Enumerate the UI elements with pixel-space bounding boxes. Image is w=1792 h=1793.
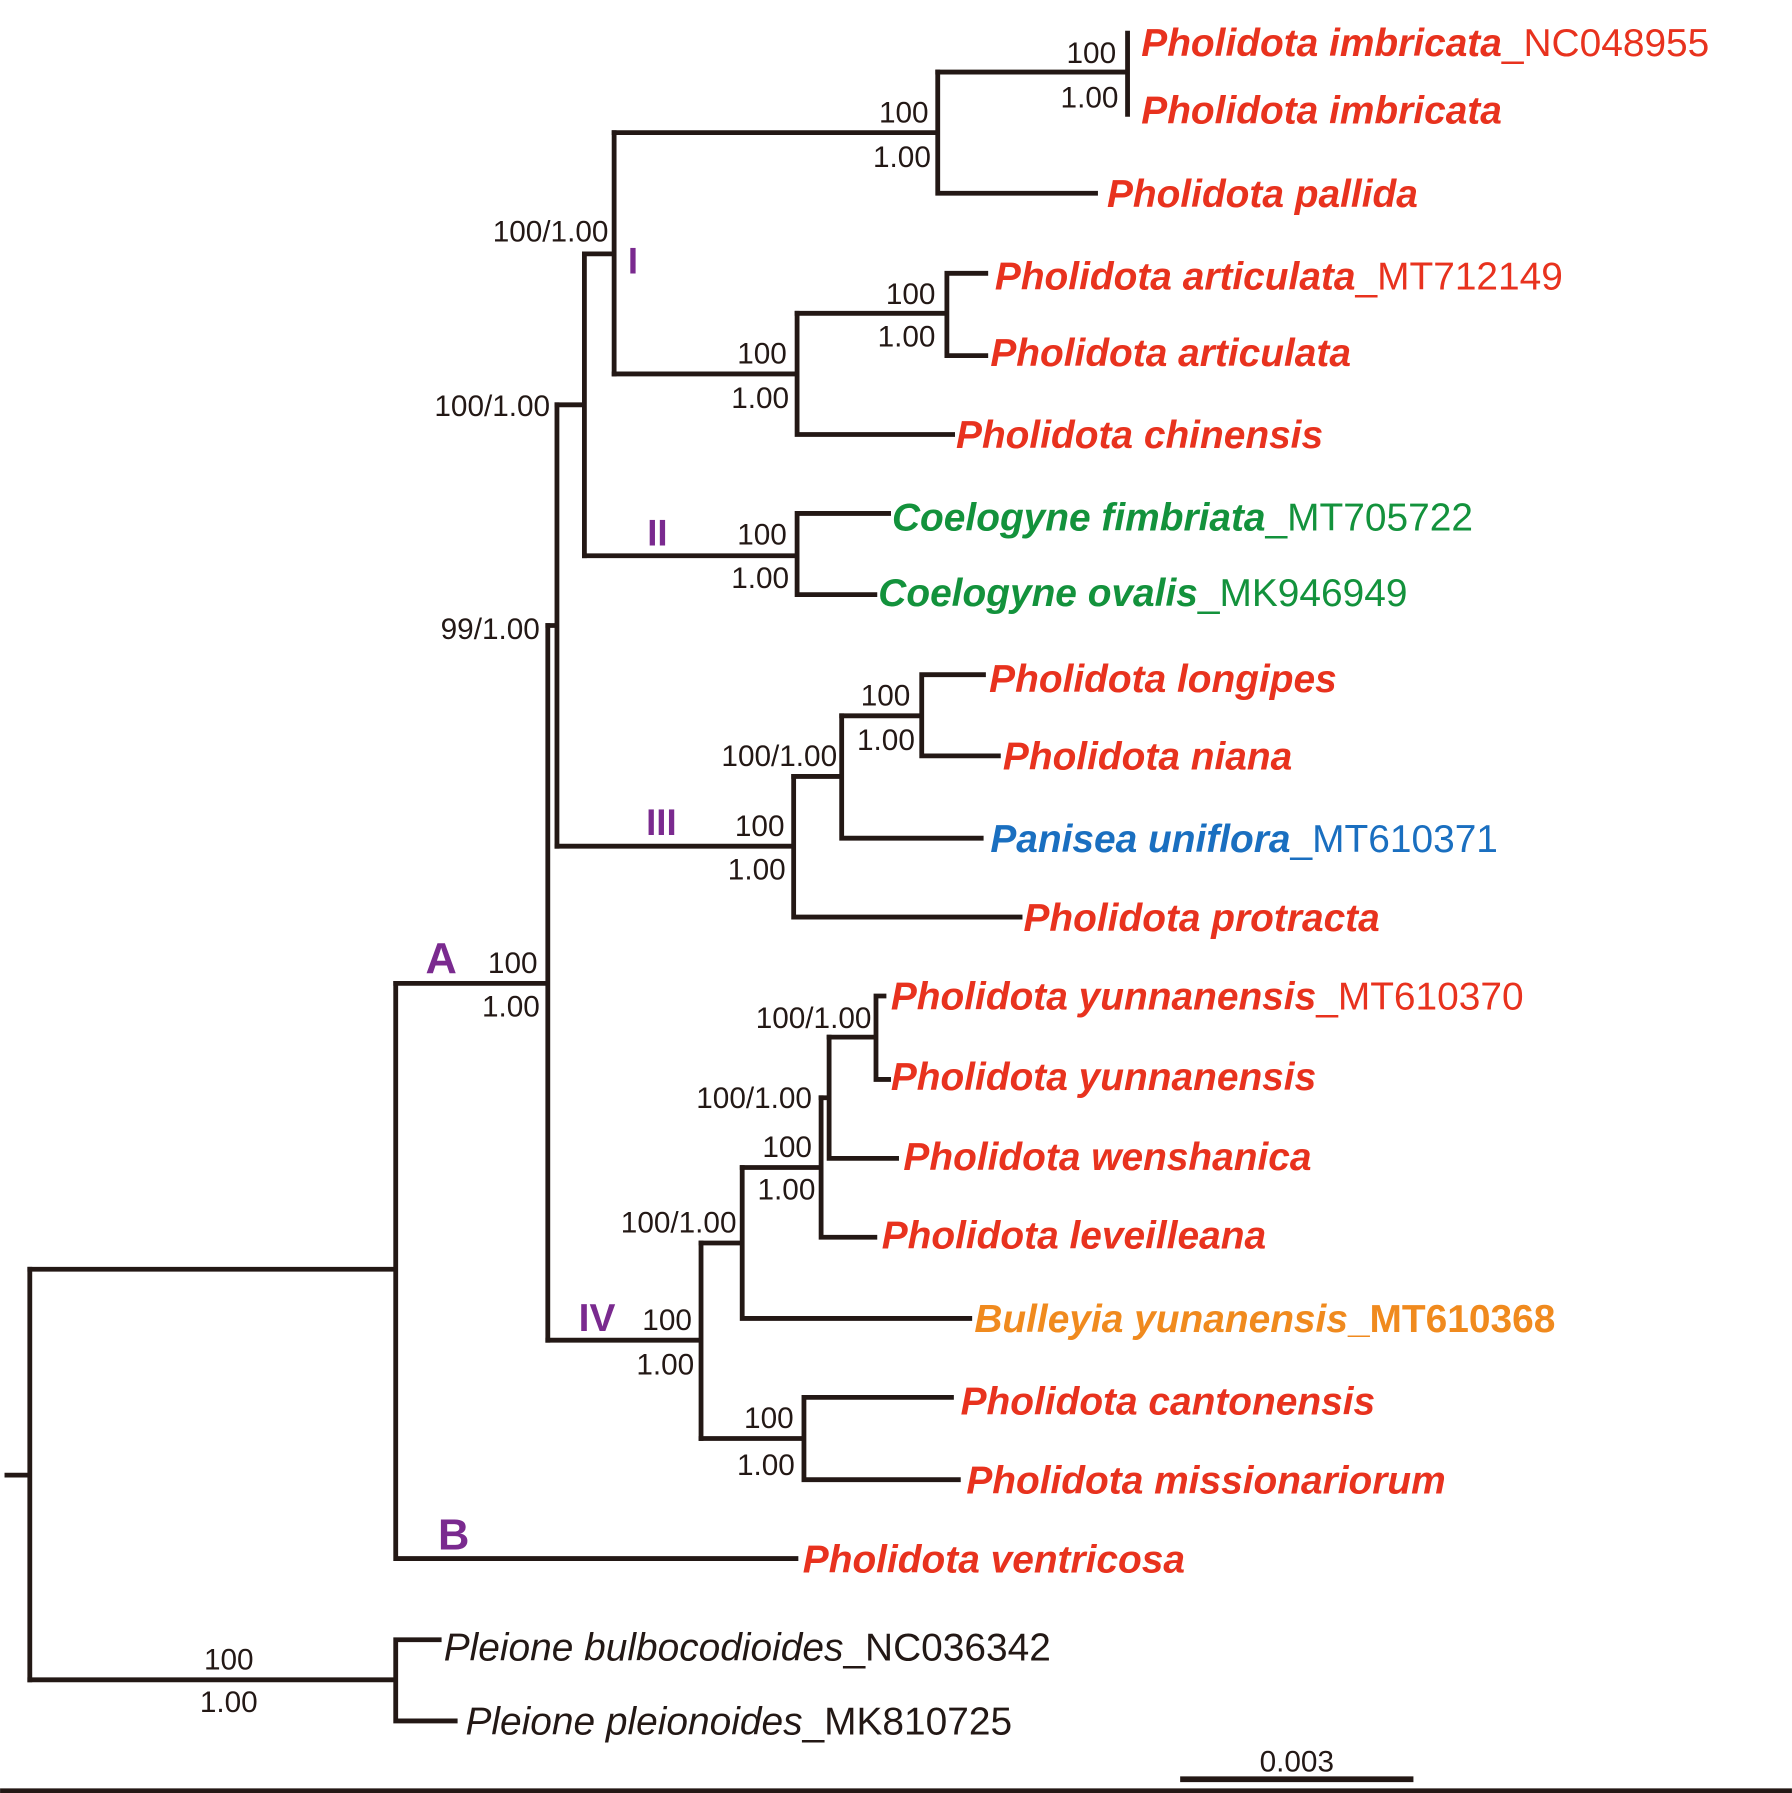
support-panisea: 100/1.00 — [721, 740, 837, 773]
support-wenshanica: 100/1.00 — [696, 1082, 812, 1115]
support-bs: 100 — [735, 810, 785, 843]
clade-label-i: I — [628, 240, 638, 281]
support-pp: 1.00 — [731, 382, 789, 415]
support-clade-i-ii-iii: 99/1.00 — [441, 613, 540, 646]
clade-labels: I II III IV A B — [425, 240, 676, 1559]
taxon-label: Pholidota yunnanensis_MT610370 — [891, 976, 1524, 1019]
support-bs: 100 — [886, 278, 936, 311]
support-bs: 100 — [879, 96, 929, 129]
taxon-label: Pholidota imbricata_NC048955 — [1141, 22, 1709, 65]
taxon-label: Pholidota wenshanica — [903, 1136, 1311, 1179]
taxon-label: Panisea uniflora_MT610371 — [990, 818, 1498, 861]
support-pp: 1.00 — [728, 853, 786, 886]
support-bulleyia: 100/1.00 — [621, 1207, 737, 1240]
support-pp: 1.00 — [737, 1449, 795, 1482]
support-bs: 100 — [861, 680, 911, 713]
branches — [4, 30, 1130, 1724]
support-bs: 100 — [204, 1644, 254, 1677]
support-values: 100 1.00 100 1.00 100 1.00 100 1.00 100/… — [200, 37, 1119, 1719]
scale-bar-label: 0.003 — [1260, 1745, 1334, 1778]
support-bs: 100 — [488, 947, 538, 980]
support-bs: 100 — [642, 1304, 692, 1337]
taxon-label: Pholidota missionariorum — [966, 1459, 1445, 1502]
taxon-label: Coelogyne ovalis_MK946949 — [878, 572, 1407, 615]
scale-bar: 0.003 — [1180, 1745, 1414, 1783]
support-pp: 1.00 — [731, 562, 789, 595]
taxon-label: Pholidota protracta — [1023, 897, 1379, 940]
support-yunnanensis: 100/1.00 — [756, 1002, 872, 1035]
taxon-label: Pholidota articulata — [990, 332, 1351, 375]
taxon-label: Bulleyia yunanensis_MT610368 — [974, 1298, 1555, 1341]
taxon-label: Pholidota longipes — [989, 658, 1337, 701]
support-clade-i: 100/1.00 — [493, 215, 609, 248]
support-bs: 100 — [737, 518, 787, 551]
taxon-label: Pleione pleionoides_MK810725 — [465, 1701, 1012, 1744]
taxon-label: Pholidota ventricosa — [803, 1538, 1185, 1581]
support-bs: 100 — [737, 338, 787, 371]
clade-label-ii: II — [647, 512, 667, 553]
taxon-label: Pholidota niana — [1003, 736, 1292, 779]
taxon-label: Pholidota cantonensis — [961, 1381, 1376, 1424]
support-bs: 100 — [762, 1131, 812, 1164]
support-pp: 1.00 — [200, 1686, 258, 1719]
clade-label-a: A — [425, 935, 456, 983]
taxon-label: Pholidota imbricata — [1141, 89, 1502, 132]
support-pp: 1.00 — [482, 991, 540, 1024]
taxon-label: Pholidota chinensis — [956, 414, 1323, 457]
taxon-label: Pholidota leveilleana — [882, 1215, 1266, 1258]
support-pp: 1.00 — [857, 724, 915, 757]
taxon-labels: Pholidota imbricata_NC048955 Pholidota i… — [444, 22, 1710, 1744]
support-pp: 1.00 — [758, 1174, 816, 1207]
clade-label-b: B — [438, 1511, 469, 1559]
support-bs: 100 — [744, 1402, 794, 1435]
support-clade-i-ii: 100/1.00 — [434, 390, 550, 423]
support-pp: 1.00 — [636, 1348, 694, 1381]
clade-label-iii: III — [646, 802, 677, 843]
support-pp: 1.00 — [878, 320, 936, 353]
support-pp: 1.00 — [1061, 81, 1119, 114]
support-pp: 1.00 — [873, 141, 931, 174]
support-bs: 100 — [1067, 37, 1117, 70]
taxon-label: Pleione bulbocodioides_NC036342 — [444, 1626, 1051, 1669]
taxon-label: Pholidota yunnanensis — [891, 1056, 1316, 1099]
taxon-label: Pholidota articulata_MT712149 — [995, 255, 1563, 298]
clade-label-iv: IV — [579, 1297, 616, 1340]
taxon-label: Pholidota pallida — [1107, 173, 1418, 216]
taxon-label: Coelogyne fimbriata_MT705722 — [892, 497, 1473, 540]
